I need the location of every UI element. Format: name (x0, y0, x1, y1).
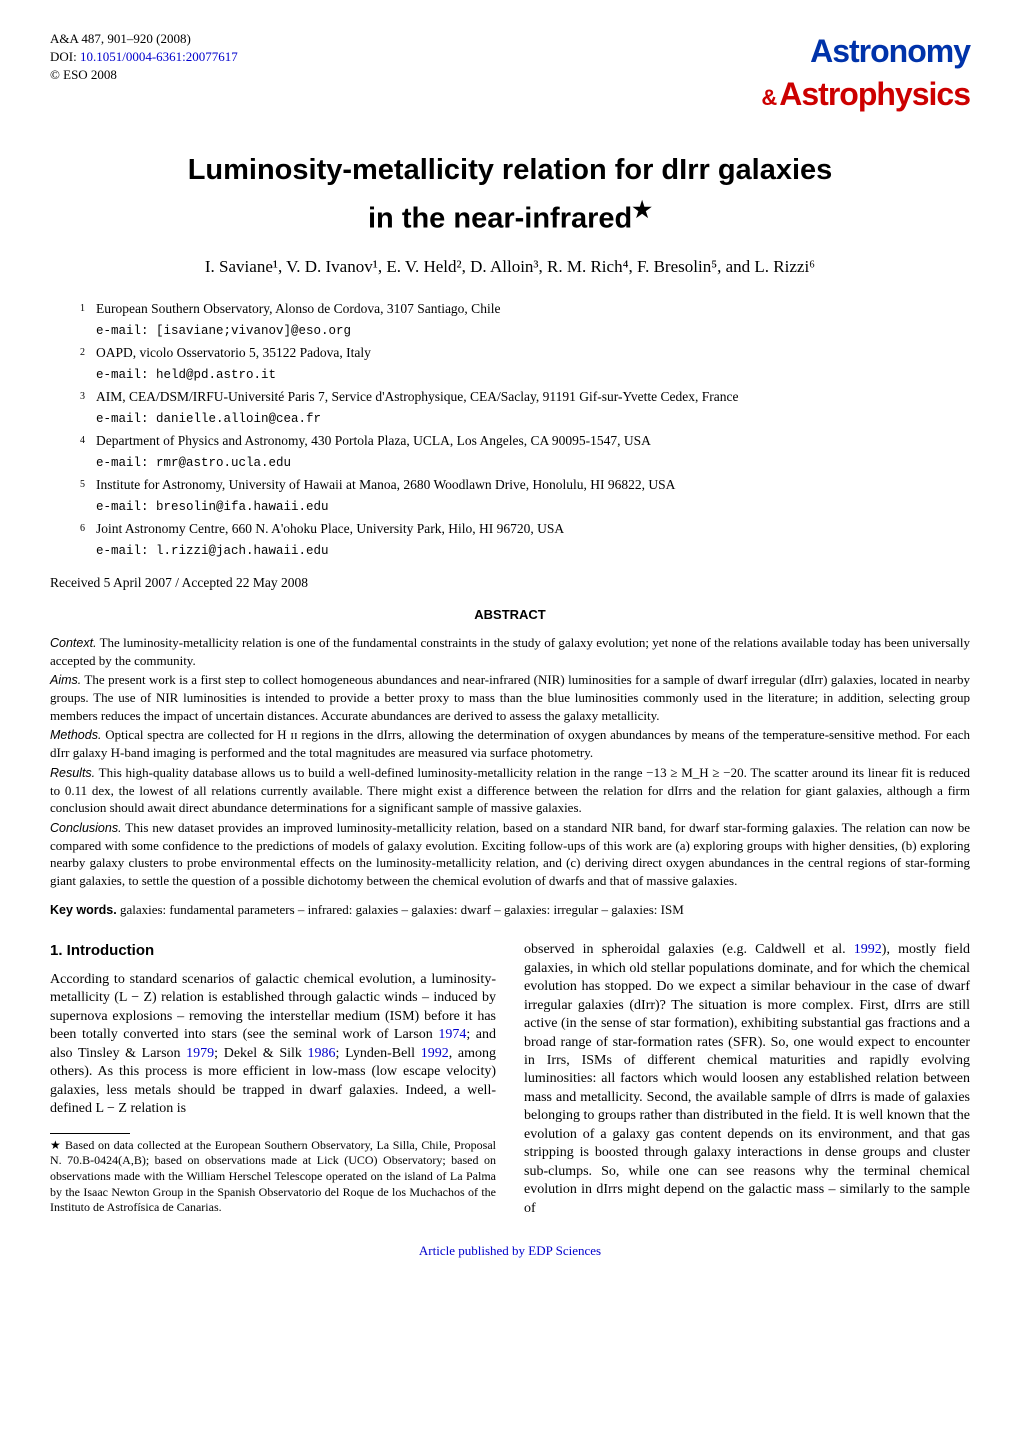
text-fragment: observed in spheroidal galaxies (e.g. Ca… (524, 942, 854, 957)
aff-text: Department of Physics and Astronomy, 430… (96, 431, 950, 472)
footnote-separator (50, 1133, 130, 1134)
aff-text: OAPD, vicolo Osservatorio 5, 35122 Padov… (96, 343, 950, 384)
aff-email: e-mail: bresolin@ifa.hawaii.edu (96, 500, 329, 514)
context-text: The luminosity-metallicity relation is o… (50, 635, 970, 668)
aff-text: AIM, CEA/DSM/IRFU-Université Paris 7, Se… (96, 387, 950, 428)
affiliations-block: 1European Southern Observatory, Alonso d… (80, 299, 950, 560)
aims-label: Aims. (50, 673, 81, 687)
keywords-line: Key words. galaxies: fundamental paramet… (50, 901, 970, 919)
results-text: This high-quality database allows us to … (50, 765, 970, 815)
aff-text: Institute for Astronomy, University of H… (96, 475, 950, 516)
copyright: © ESO 2008 (50, 66, 238, 84)
doi-link[interactable]: 10.1051/0004-6361:20077617 (80, 49, 238, 64)
aff-num: 5 (80, 475, 96, 516)
affiliation: 4Department of Physics and Astronomy, 43… (80, 431, 950, 472)
conclusions-text: This new dataset provides an improved lu… (50, 820, 970, 888)
abstract-header: ABSTRACT (50, 606, 970, 624)
context-label: Context. (50, 636, 97, 650)
text-fragment: ), mostly field galaxies, in which old s… (524, 942, 970, 1216)
abstract-results: Results. This high-quality database allo… (50, 764, 970, 817)
aff-num: 2 (80, 343, 96, 384)
abstract-aims: Aims. The present work is a first step t… (50, 671, 970, 724)
received-accepted-dates: Received 5 April 2007 / Accepted 22 May … (50, 574, 970, 592)
article-subtitle: in the near-infrared★ (50, 195, 970, 239)
abstract-context: Context. The luminosity-metallicity rela… (50, 634, 970, 669)
footer-link: Article published by EDP Sciences (50, 1242, 970, 1260)
intro-paragraph: According to standard scenarios of galac… (50, 971, 496, 1119)
aff-num: 4 (80, 431, 96, 472)
logo-astrophysics: Astrophysics (779, 76, 970, 112)
aff-num: 6 (80, 519, 96, 560)
text-fragment: ; Dekel & Silk (214, 1046, 307, 1061)
left-column: 1. Introduction According to standard sc… (50, 941, 496, 1218)
journal-logo: Astronomy &Astrophysics (761, 30, 970, 116)
logo-ampersand: & (761, 83, 777, 113)
footnote: ★ Based on data collected at the Europea… (50, 1138, 496, 1216)
doi-line: DOI: 10.1051/0004-6361:20077617 (50, 48, 238, 66)
aff-email: e-mail: rmr@astro.ucla.edu (96, 456, 291, 470)
text-fragment: ; Lynden-Bell (336, 1046, 421, 1061)
aff-text: European Southern Observatory, Alonso de… (96, 299, 950, 340)
aff-text: Joint Astronomy Centre, 660 N. A'ohoku P… (96, 519, 950, 560)
aff-email: e-mail: danielle.alloin@cea.fr (96, 412, 321, 426)
abstract-methods: Methods. Optical spectra are collected f… (50, 726, 970, 761)
conclusions-label: Conclusions. (50, 821, 122, 835)
citation-link[interactable]: 1974 (438, 1027, 466, 1042)
body-columns: 1. Introduction According to standard sc… (50, 941, 970, 1218)
section-heading: 1. Introduction (50, 941, 496, 961)
affiliation: 3AIM, CEA/DSM/IRFU-Université Paris 7, S… (80, 387, 950, 428)
methods-label: Methods. (50, 728, 101, 742)
header-left: A&A 487, 901–920 (2008) DOI: 10.1051/000… (50, 30, 238, 85)
right-column: observed in spheroidal galaxies (e.g. Ca… (524, 941, 970, 1218)
abstract-block: Context. The luminosity-metallicity rela… (50, 634, 970, 889)
doi-label: DOI: (50, 49, 80, 64)
logo-bottom-row: &Astrophysics (761, 73, 970, 116)
authors-line: I. Saviane¹, V. D. Ivanov¹, E. V. Held²,… (50, 256, 970, 279)
footnote-star-icon: ★ (632, 197, 652, 222)
aff-email: e-mail: [isaviane;vivanov]@eso.org (96, 324, 351, 338)
citation-link[interactable]: 1986 (308, 1046, 336, 1061)
aff-email: e-mail: held@pd.astro.it (96, 368, 276, 382)
results-label: Results. (50, 766, 95, 780)
article-title: Luminosity-metallicity relation for dIrr… (50, 151, 970, 190)
citation-link[interactable]: 1992 (421, 1046, 449, 1061)
keywords-text: galaxies: fundamental parameters – infra… (117, 902, 684, 917)
aff-email: e-mail: l.rizzi@jach.hawaii.edu (96, 544, 329, 558)
keywords-label: Key words. (50, 903, 117, 917)
aff-num: 1 (80, 299, 96, 340)
publisher-link[interactable]: Article published by EDP Sciences (419, 1243, 601, 1258)
citation-link[interactable]: 1979 (186, 1046, 214, 1061)
affiliation: 6Joint Astronomy Centre, 660 N. A'ohoku … (80, 519, 950, 560)
citation-link[interactable]: 1992 (854, 942, 882, 957)
methods-text: Optical spectra are collected for H ɪɪ r… (50, 727, 970, 760)
affiliation: 5Institute for Astronomy, University of … (80, 475, 950, 516)
text-fragment: According to standard scenarios of galac… (50, 972, 496, 1042)
affiliation: 1European Southern Observatory, Alonso d… (80, 299, 950, 340)
header-row: A&A 487, 901–920 (2008) DOI: 10.1051/000… (50, 30, 970, 116)
intro-paragraph-cont: observed in spheroidal galaxies (e.g. Ca… (524, 941, 970, 1218)
aims-text: The present work is a first step to coll… (50, 672, 970, 722)
subtitle-text: in the near-infrared (368, 202, 632, 234)
abstract-conclusions: Conclusions. This new dataset provides a… (50, 819, 970, 890)
journal-ref: A&A 487, 901–920 (2008) (50, 30, 238, 48)
affiliation: 2OAPD, vicolo Osservatorio 5, 35122 Pado… (80, 343, 950, 384)
aff-num: 3 (80, 387, 96, 428)
logo-astronomy: Astronomy (761, 30, 970, 73)
